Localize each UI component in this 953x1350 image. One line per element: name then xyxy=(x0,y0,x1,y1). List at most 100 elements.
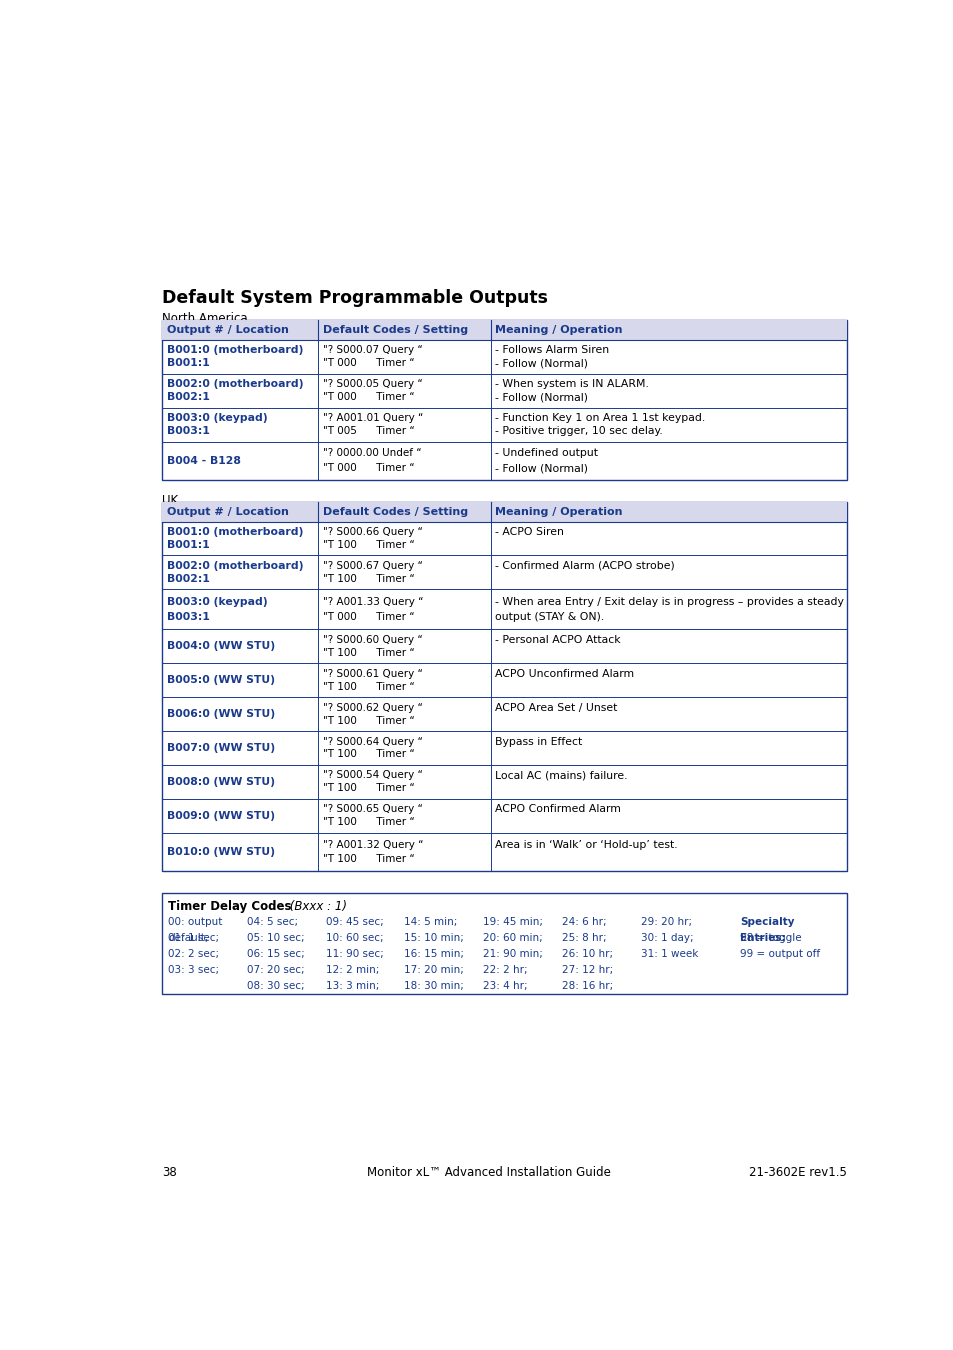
Text: 23: 4 hr;: 23: 4 hr; xyxy=(483,980,527,991)
Text: B010:0 (WW STU): B010:0 (WW STU) xyxy=(167,846,274,857)
Text: "? S000.64 Query “: "? S000.64 Query “ xyxy=(322,737,422,747)
Text: 24: 6 hr;: 24: 6 hr; xyxy=(561,918,606,927)
Text: "? A001.33 Query “: "? A001.33 Query “ xyxy=(322,597,423,606)
Text: "T 100      Timer “: "T 100 Timer “ xyxy=(322,855,414,864)
Text: 15: 10 min;: 15: 10 min; xyxy=(404,933,464,944)
Text: "T 000      Timer “: "T 000 Timer “ xyxy=(322,612,414,622)
Text: "? S000.61 Query “: "? S000.61 Query “ xyxy=(322,668,422,679)
Text: 19: 45 min;: 19: 45 min; xyxy=(483,918,542,927)
Text: Bypass in Effect: Bypass in Effect xyxy=(495,737,582,747)
Text: "? A001.01 Query “: "? A001.01 Query “ xyxy=(322,413,423,423)
Bar xyxy=(162,892,846,995)
Text: Output # / Location: Output # / Location xyxy=(167,325,288,335)
Text: 29: 20 hr;: 29: 20 hr; xyxy=(640,918,691,927)
Text: B004 - B128: B004 - B128 xyxy=(167,456,240,466)
Text: B003:1: B003:1 xyxy=(167,427,209,436)
Text: "? S000.05 Query “: "? S000.05 Query “ xyxy=(322,379,422,389)
Text: 26: 10 hr;: 26: 10 hr; xyxy=(561,949,613,958)
Text: 03: 3 sec;: 03: 3 sec; xyxy=(168,965,219,975)
Text: - When system is IN ALARM.: - When system is IN ALARM. xyxy=(495,379,649,389)
Text: "? S000.07 Query “: "? S000.07 Query “ xyxy=(322,346,422,355)
Text: "T 000      Timer “: "T 000 Timer “ xyxy=(322,392,414,402)
Text: ACPO Area Set / Unset: ACPO Area Set / Unset xyxy=(495,702,618,713)
Text: 28: 16 hr;: 28: 16 hr; xyxy=(561,980,613,991)
Text: 22: 2 hr;: 22: 2 hr; xyxy=(483,965,527,975)
Text: 21: 90 min;: 21: 90 min; xyxy=(483,949,542,958)
Text: B003:0 (keypad): B003:0 (keypad) xyxy=(167,597,267,606)
Text: - ACPO Siren: - ACPO Siren xyxy=(495,526,563,537)
Bar xyxy=(162,320,846,481)
Text: 17: 20 min;: 17: 20 min; xyxy=(404,965,464,975)
Text: UK: UK xyxy=(162,494,178,506)
Text: Entries:: Entries: xyxy=(740,933,785,944)
Text: - Undefined output: - Undefined output xyxy=(495,448,598,459)
Text: - Confirmed Alarm (ACPO strobe): - Confirmed Alarm (ACPO strobe) xyxy=(495,562,675,571)
Text: B005:0 (WW STU): B005:0 (WW STU) xyxy=(167,675,274,686)
Text: B008:0 (WW STU): B008:0 (WW STU) xyxy=(167,776,274,787)
Text: - Follow (Normal): - Follow (Normal) xyxy=(495,392,588,402)
Text: Timer Delay Codes: Timer Delay Codes xyxy=(168,899,292,913)
Text: B002:0 (motherboard): B002:0 (motherboard) xyxy=(167,562,303,571)
Text: Meaning / Operation: Meaning / Operation xyxy=(495,506,622,517)
Text: Default System Programmable Outputs: Default System Programmable Outputs xyxy=(162,289,547,306)
Text: 01: 1 sec;: 01: 1 sec; xyxy=(168,933,219,944)
Text: 99 = output off: 99 = output off xyxy=(740,949,820,958)
Text: B001:0 (motherboard): B001:0 (motherboard) xyxy=(167,526,303,537)
Text: 16: 15 min;: 16: 15 min; xyxy=(404,949,464,958)
Text: "T 100      Timer “: "T 100 Timer “ xyxy=(322,716,414,725)
Text: "T 100      Timer “: "T 100 Timer “ xyxy=(322,574,414,583)
Text: "T 000      Timer “: "T 000 Timer “ xyxy=(322,358,414,369)
Text: "T 100      Timer “: "T 100 Timer “ xyxy=(322,682,414,691)
Text: "? S000.54 Query “: "? S000.54 Query “ xyxy=(322,771,422,780)
Text: 38: 38 xyxy=(162,1166,176,1179)
Text: 18: 30 min;: 18: 30 min; xyxy=(404,980,464,991)
Text: 09: 45 sec;: 09: 45 sec; xyxy=(325,918,383,927)
Bar xyxy=(162,502,846,871)
Text: "? S000.66 Query “: "? S000.66 Query “ xyxy=(322,526,422,537)
Text: 98 = toggle: 98 = toggle xyxy=(740,933,801,944)
Text: Output # / Location: Output # / Location xyxy=(167,506,288,517)
Text: ACPO Confirmed Alarm: ACPO Confirmed Alarm xyxy=(495,805,620,814)
Text: 30: 1 day;: 30: 1 day; xyxy=(640,933,693,944)
Text: 25: 8 hr;: 25: 8 hr; xyxy=(561,933,606,944)
Text: 12: 2 min;: 12: 2 min; xyxy=(325,965,378,975)
Text: B009:0 (WW STU): B009:0 (WW STU) xyxy=(167,811,274,821)
Text: Specialty: Specialty xyxy=(740,918,794,927)
Text: - Follows Alarm Siren: - Follows Alarm Siren xyxy=(495,346,609,355)
Text: (Bxxx : 1): (Bxxx : 1) xyxy=(286,899,347,913)
Text: "T 100      Timer “: "T 100 Timer “ xyxy=(322,648,414,657)
Text: "? S000.60 Query “: "? S000.60 Query “ xyxy=(322,634,422,645)
Text: B002:1: B002:1 xyxy=(167,574,209,583)
Text: 11: 90 sec;: 11: 90 sec; xyxy=(325,949,383,958)
Text: ACPO Unconfirmed Alarm: ACPO Unconfirmed Alarm xyxy=(495,668,634,679)
Text: 27: 12 hr;: 27: 12 hr; xyxy=(561,965,613,975)
Text: - Function Key 1 on Area 1 1st keypad.: - Function Key 1 on Area 1 1st keypad. xyxy=(495,413,705,423)
Text: 10: 60 sec;: 10: 60 sec; xyxy=(325,933,383,944)
Text: 00: output: 00: output xyxy=(168,918,222,927)
Text: 05: 10 sec;: 05: 10 sec; xyxy=(247,933,304,944)
Text: output (STAY & ON).: output (STAY & ON). xyxy=(495,612,604,622)
Text: B001:1: B001:1 xyxy=(167,358,209,369)
Text: "T 100      Timer “: "T 100 Timer “ xyxy=(322,783,414,794)
Text: B004:0 (WW STU): B004:0 (WW STU) xyxy=(167,641,274,651)
Text: default;: default; xyxy=(168,933,209,944)
Text: 04: 5 sec;: 04: 5 sec; xyxy=(247,918,297,927)
Text: "? A001.32 Query “: "? A001.32 Query “ xyxy=(322,840,423,849)
Text: 13: 3 min;: 13: 3 min; xyxy=(325,980,378,991)
Text: - Positive trigger, 10 sec delay.: - Positive trigger, 10 sec delay. xyxy=(495,427,662,436)
Text: North America: North America xyxy=(162,312,247,325)
Text: 31: 1 week: 31: 1 week xyxy=(640,949,698,958)
Text: - Personal ACPO Attack: - Personal ACPO Attack xyxy=(495,634,620,645)
Bar xyxy=(162,320,846,340)
Text: "? S000.62 Query “: "? S000.62 Query “ xyxy=(322,702,422,713)
Bar xyxy=(162,502,846,521)
Text: B003:1: B003:1 xyxy=(167,612,209,622)
Text: 02: 2 sec;: 02: 2 sec; xyxy=(168,949,219,958)
Text: "T 100      Timer “: "T 100 Timer “ xyxy=(322,817,414,828)
Text: "T 000      Timer “: "T 000 Timer “ xyxy=(322,463,414,472)
Text: 14: 5 min;: 14: 5 min; xyxy=(404,918,457,927)
Text: B001:1: B001:1 xyxy=(167,540,209,549)
Text: 20: 60 min;: 20: 60 min; xyxy=(483,933,542,944)
Text: 07: 20 sec;: 07: 20 sec; xyxy=(247,965,304,975)
Text: - Follow (Normal): - Follow (Normal) xyxy=(495,358,588,369)
